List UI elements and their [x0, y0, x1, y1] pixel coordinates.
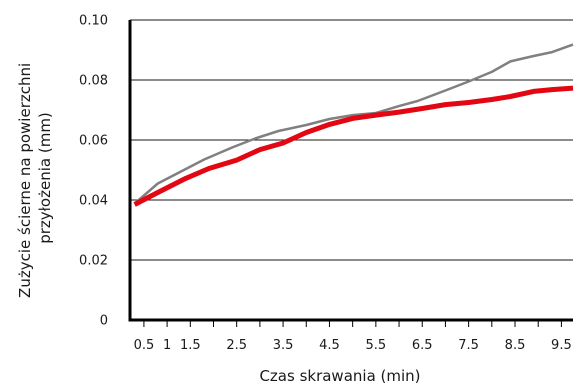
x-tick-labels: 0.5 1 1.5 2.5 3.5 4.5 5.5 6.5 7.5 8.5 9.5	[134, 338, 572, 353]
x-tick-label: 6.5	[412, 338, 433, 353]
axes	[128, 20, 573, 327]
series-layer	[133, 43, 574, 207]
x-axis-title: Czas skrawania (min)	[259, 367, 420, 385]
y-axis-title-line-2: przyłożenia (mm)	[36, 112, 54, 244]
y-tick-label: 0.06	[79, 134, 108, 149]
axis-titles: Czas skrawania (min) Zużycie ścierne na …	[16, 58, 421, 385]
y-axis-title-line-1: Zużycie ścierne na powierzchni	[16, 63, 34, 298]
x-tick-label: 8.5	[505, 338, 526, 353]
x-tick-label: 1.5	[180, 338, 201, 353]
x-tick-label: 2.5	[226, 338, 247, 353]
x-tick-label: 1	[163, 338, 171, 353]
y-tick-labels: 0 0.02 0.04 0.06 0.08 0.10	[79, 14, 108, 329]
y-axis-title: Zużycie ścierne na powierzchni przyłożen…	[16, 58, 54, 298]
y-tick-label: 0.08	[79, 74, 108, 89]
y-tick-label: 0.10	[79, 14, 108, 29]
gridlines	[130, 19, 573, 261]
x-tick-label: 5.5	[366, 338, 387, 353]
series-line-gray	[136, 43, 574, 203]
y-tick-label: 0.04	[79, 194, 108, 209]
x-tick-label: 7.5	[458, 338, 479, 353]
y-tick-label: 0	[100, 314, 108, 329]
x-tick-label: 4.5	[319, 338, 340, 353]
x-tick-label: 9.5	[551, 338, 572, 353]
y-tick-label: 0.02	[79, 254, 108, 269]
series-line-red	[133, 85, 574, 207]
x-tick-label: 3.5	[273, 338, 294, 353]
x-tick-label: 0.5	[134, 338, 155, 353]
